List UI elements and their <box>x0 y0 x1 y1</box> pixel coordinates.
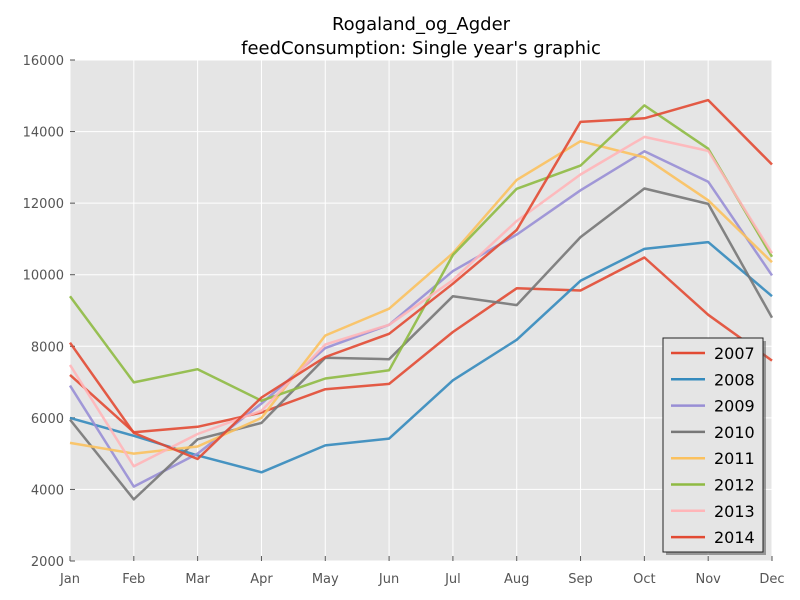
chart-title: Rogaland_og_Agder <box>332 14 511 35</box>
legend-box <box>662 337 764 553</box>
legend-label-2009: 2009 <box>714 397 755 416</box>
legend: 2007 2008 2009 2010 2011 2012 2013 2014 <box>662 337 766 555</box>
x-tick-label: Oct <box>633 572 655 587</box>
legend-label-2013: 2013 <box>714 502 755 521</box>
legend-label-2010: 2010 <box>714 423 755 442</box>
x-tick-label: Aug <box>504 572 529 587</box>
series-line-2009 <box>68 150 774 488</box>
series-line-2013 <box>68 135 774 468</box>
x-tick-label: Jan <box>59 572 80 587</box>
chart-subtitle: feedConsumption: Single year's graphic <box>241 38 601 59</box>
y-tick-label: 8000 <box>31 340 64 355</box>
series-line-2007 <box>69 256 773 434</box>
legend-label-2008: 2008 <box>714 370 755 389</box>
y-tick-label: 12000 <box>23 197 64 212</box>
x-tick-label: Apr <box>250 572 273 587</box>
series-line-2014 <box>68 98 773 461</box>
legend-label-2007: 2007 <box>714 344 755 363</box>
y-tick-label: 10000 <box>23 269 64 284</box>
series-line-2011 <box>69 139 773 455</box>
x-tick-label: Jun <box>378 572 399 587</box>
series-line-2008 <box>69 240 773 474</box>
series-lines <box>68 98 774 501</box>
x-tick-label: Feb <box>122 572 145 587</box>
x-tick-label: Nov <box>695 572 721 587</box>
axes: Jan Feb Mar Apr May Jun Jul Aug Sep Oct Nov Dec 2000… <box>23 54 785 587</box>
legend-label-2014: 2014 <box>714 528 755 547</box>
series-line-2012 <box>68 104 774 402</box>
legend-label-2011: 2011 <box>714 449 755 468</box>
series-line-2010 <box>69 187 774 501</box>
x-tick-label: Sep <box>568 572 593 587</box>
legend-label-2012: 2012 <box>714 476 755 495</box>
x-tick-label: Jul <box>444 572 461 587</box>
x-tick-label: May <box>312 572 339 587</box>
x-tick-label: Dec <box>759 572 784 587</box>
y-tick-label: 4000 <box>31 483 64 498</box>
y-tick-label: 14000 <box>23 126 64 141</box>
y-tick-label: 16000 <box>23 54 64 69</box>
y-tick-label: 6000 <box>31 412 64 427</box>
y-tick-label: 2000 <box>31 555 64 570</box>
x-tick-label: Mar <box>185 572 210 587</box>
